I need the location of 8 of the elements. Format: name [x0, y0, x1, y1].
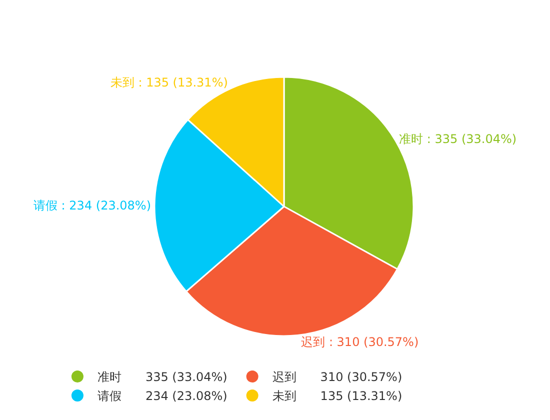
legend-label: 准时 335 (33.04%): [97, 370, 228, 384]
slice-label: 准时 : 335 (33.04%): [399, 132, 517, 146]
slice-label: 请假 : 234 (23.08%): [33, 198, 152, 212]
legend-label: 迟到 310 (30.57%): [272, 370, 402, 384]
legend-label: 请假 234 (23.08%): [97, 389, 228, 404]
legend-label: 未到 135 (13.31%): [272, 389, 402, 404]
slice-label: 迟到 : 310 (30.57%): [301, 335, 419, 350]
slice-label: 未到 : 135 (13.31%): [110, 75, 228, 90]
